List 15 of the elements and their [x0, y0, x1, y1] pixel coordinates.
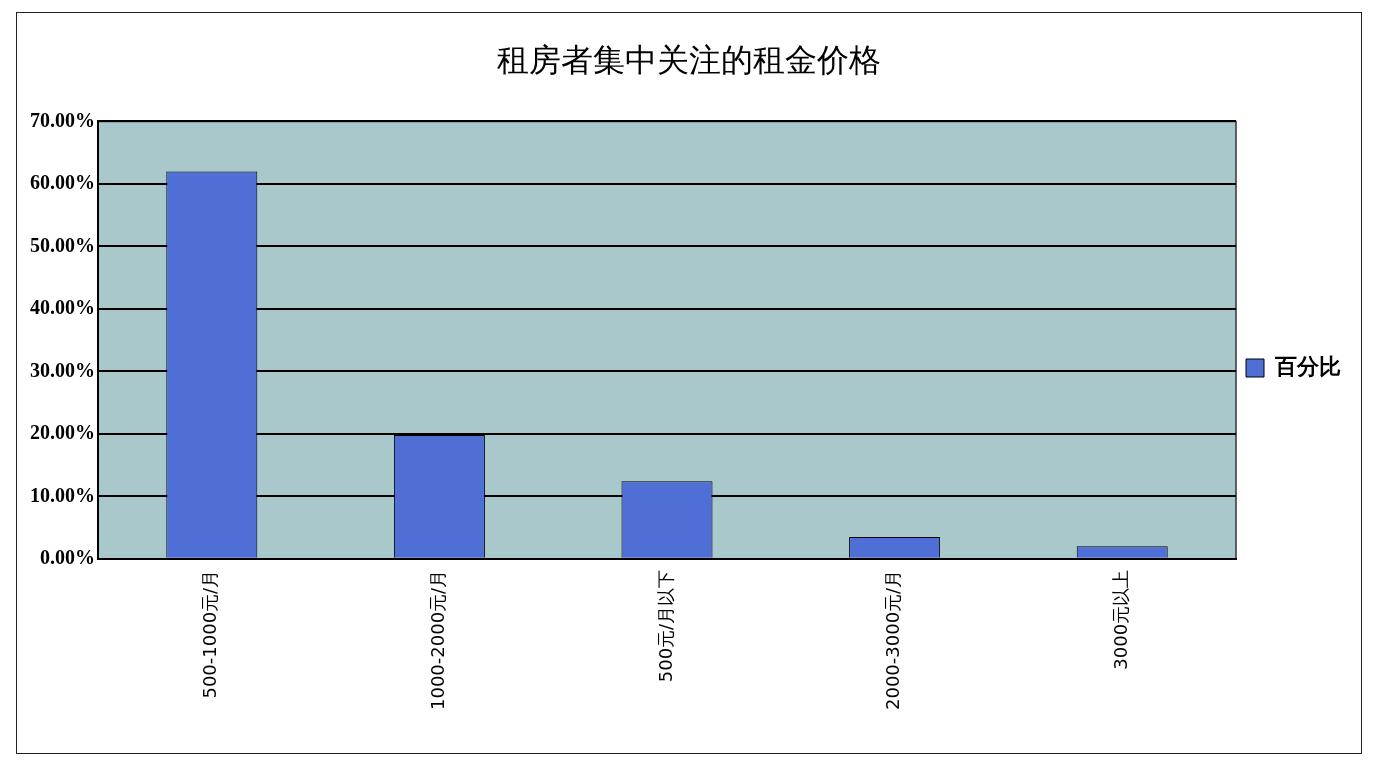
x-tick-label: 500元/月以下: [654, 569, 676, 683]
y-tick-label: 10.00%: [30, 483, 95, 506]
y-tick-label: 40.00%: [30, 296, 95, 319]
x-tick-label: 1000-2000元/月: [427, 569, 449, 711]
y-tick-label: 50.00%: [30, 233, 95, 256]
y-tick-label: 20.00%: [30, 421, 95, 444]
x-tick-label: 2000-3000元/月: [882, 569, 904, 711]
x-tick-label: 3000元以上: [1109, 569, 1131, 670]
y-tick-label: 0.00%: [40, 546, 95, 568]
y-tick-label: 60.00%: [30, 171, 95, 194]
y-tick-label: 70.00%: [30, 108, 95, 131]
chart-title: 租房者集中关注的租金价格: [497, 40, 881, 79]
y-tick-label: 30.00%: [30, 358, 95, 381]
x-tick-label: 500-1000元/月: [199, 569, 221, 699]
legend-label: 百分比: [1274, 354, 1341, 380]
